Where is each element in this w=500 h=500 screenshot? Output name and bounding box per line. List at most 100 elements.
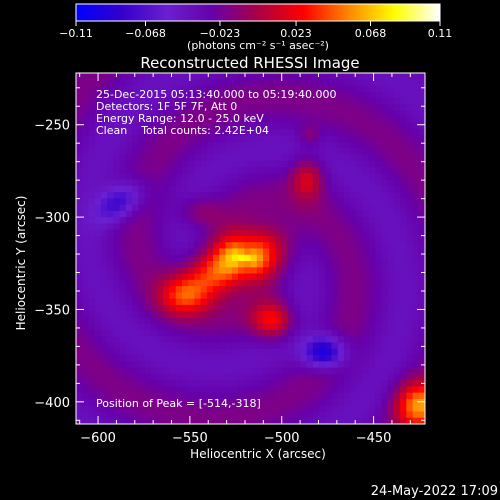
heatmap-cell [300, 417, 308, 424]
heatmap-cell [400, 98, 407, 105]
heatmap-cell [262, 160, 270, 168]
heatmap-cell [225, 248, 233, 256]
heatmap-cell [188, 311, 196, 319]
heatmap-cell [244, 135, 252, 143]
heatmap-cell [331, 192, 339, 199]
heatmap-cell [132, 91, 139, 99]
heatmap-cell [200, 129, 208, 137]
heatmap-cell [343, 392, 351, 400]
heatmap-cell [113, 235, 121, 243]
heatmap-cell [132, 367, 139, 375]
heatmap-cell [306, 123, 314, 131]
heatmap-cell [300, 380, 308, 387]
heatmap-cell [412, 204, 420, 212]
heatmap-cell [231, 192, 239, 199]
heatmap-cell [356, 323, 364, 331]
heatmap-cell [418, 173, 425, 181]
heatmap-cell [150, 135, 158, 143]
heatmap-cell [213, 192, 220, 199]
heatmap-cell [132, 148, 139, 156]
heatmap-cell [362, 204, 370, 212]
heatmap-cell [94, 141, 102, 149]
heatmap-cell [100, 91, 108, 99]
heatmap-cell [312, 355, 320, 362]
heatmap-cell [169, 223, 177, 231]
heatmap-cell [269, 405, 277, 413]
heatmap-cell [238, 392, 245, 400]
heatmap-cell [393, 311, 401, 319]
heatmap-cell [412, 242, 420, 250]
heatmap-cell [238, 317, 245, 325]
heatmap-cell [238, 91, 245, 99]
heatmap-cell [219, 79, 227, 87]
heatmap-cell [225, 204, 233, 212]
heatmap-cell [275, 311, 283, 319]
heatmap-cell [294, 398, 301, 406]
heatmap-cell [125, 217, 133, 225]
heatmap-cell [181, 405, 189, 413]
heatmap-cell [306, 91, 314, 99]
heatmap-cell [163, 329, 171, 337]
heatmap-cell [393, 398, 401, 406]
heatmap-cell [107, 279, 114, 287]
heatmap-cell [300, 110, 308, 118]
heatmap-cell [213, 229, 220, 237]
heatmap-cell [125, 129, 133, 137]
heatmap-cell [175, 210, 183, 218]
heatmap-cell [400, 342, 407, 350]
heatmap-cell [331, 261, 339, 268]
heatmap-cell [238, 141, 245, 149]
heatmap-cell [343, 380, 351, 387]
heatmap-cell [113, 367, 121, 375]
heatmap-cell [412, 304, 420, 312]
heatmap-cell [181, 160, 189, 168]
heatmap-cell [181, 179, 189, 187]
heatmap-cell [206, 73, 214, 80]
heatmap-cell [262, 398, 270, 406]
heatmap-cell [144, 73, 152, 80]
heatmap-cell [406, 273, 414, 281]
heatmap-cell [337, 411, 345, 419]
heatmap-cell [269, 110, 277, 118]
heatmap-cell [157, 110, 164, 118]
heatmap-cell [238, 380, 245, 387]
heatmap-cell [157, 91, 164, 99]
heatmap-cell [387, 273, 395, 281]
heatmap-cell [250, 79, 258, 87]
heatmap-cell [387, 248, 395, 256]
heatmap-cell [406, 198, 414, 206]
heatmap-cell [169, 380, 177, 387]
heatmap-cell [181, 392, 189, 400]
heatmap-cell [281, 129, 289, 137]
heatmap-cell [188, 323, 196, 331]
heatmap-cell [76, 355, 83, 362]
heatmap-cell [113, 79, 121, 87]
heatmap-cell [194, 141, 202, 149]
heatmap-cell [219, 154, 227, 162]
heatmap-cell [188, 79, 196, 87]
heatmap-cell [306, 386, 314, 394]
heatmap-cell [250, 198, 258, 206]
heatmap-cell [231, 304, 239, 312]
heatmap-cell [400, 110, 407, 118]
heatmap-cell [200, 223, 208, 231]
heatmap-cell [325, 267, 333, 275]
heatmap-cell [132, 229, 139, 237]
heatmap-cell [76, 373, 83, 381]
heatmap-cell [119, 329, 127, 337]
heatmap-cell [125, 254, 133, 262]
heatmap-cell [393, 179, 401, 187]
heatmap-cell [169, 254, 177, 262]
heatmap-cell [400, 229, 407, 237]
heatmap-cell [231, 173, 239, 181]
heatmap-cell [294, 367, 301, 375]
heatmap-cell [225, 411, 233, 419]
heatmap-cell [325, 292, 333, 300]
heatmap-cell [157, 267, 164, 275]
heatmap-cell [169, 160, 177, 168]
heatmap-cell [181, 242, 189, 250]
heatmap-cell [225, 405, 233, 413]
heatmap-cell [231, 223, 239, 231]
heatmap-cell [107, 273, 114, 281]
heatmap-cell [343, 198, 351, 206]
